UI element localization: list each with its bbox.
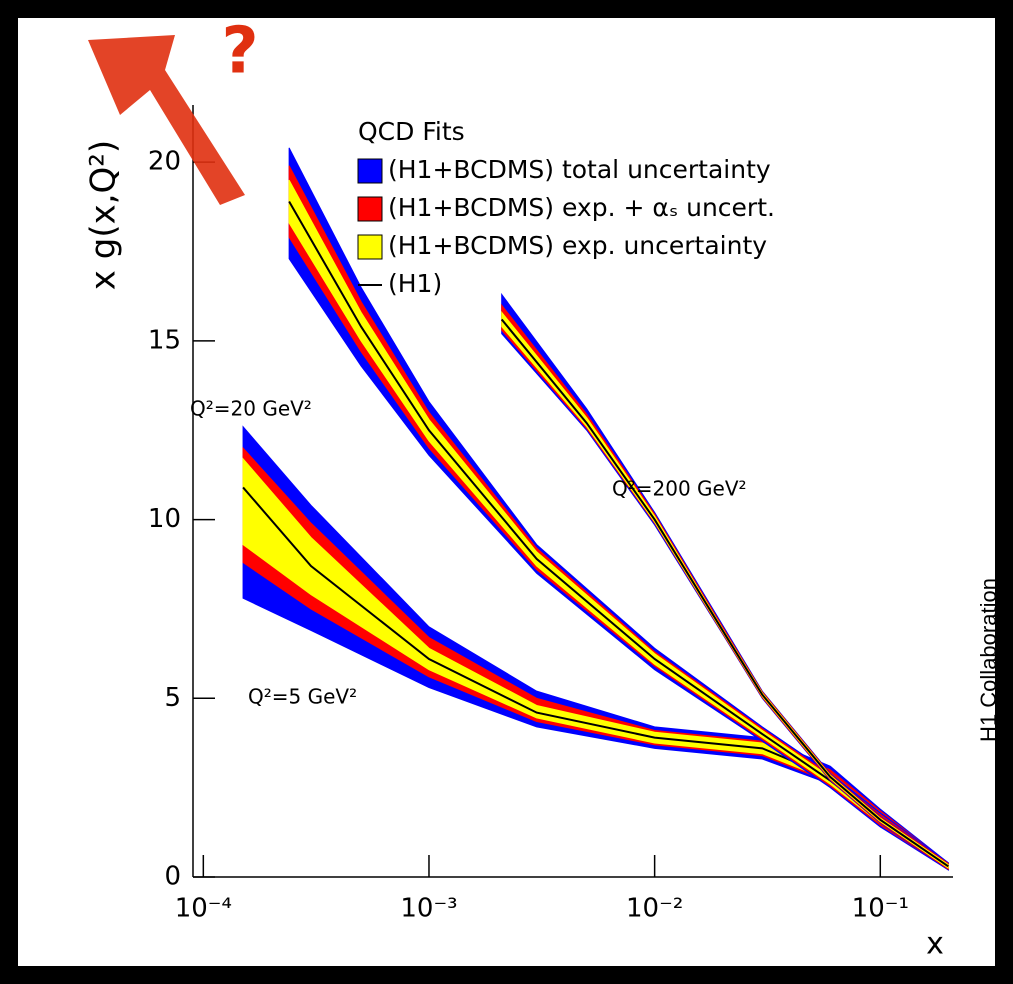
x-tick-label: 10⁻⁴ xyxy=(175,894,232,924)
arrow xyxy=(88,35,245,205)
y-tick-label: 20 xyxy=(148,147,181,177)
central-line xyxy=(500,318,949,868)
curve-label: Q²=200 GeV² xyxy=(612,477,747,501)
y-axis-label: x g(x,Q²) xyxy=(84,140,124,290)
y-tick-label: 0 xyxy=(164,862,181,892)
background xyxy=(18,18,995,966)
uncertainty-band xyxy=(501,310,949,870)
curve-label: Q²=20 GeV² xyxy=(190,397,312,421)
legend-entry: (H1) xyxy=(388,269,442,298)
y-tick-label: 15 xyxy=(148,325,181,355)
side-text: H1 Collaboration xyxy=(976,578,1001,742)
legend-swatch xyxy=(357,158,383,184)
legend-swatch xyxy=(357,234,383,260)
annotation-mark: ? xyxy=(221,15,258,89)
uncertainty-band xyxy=(501,292,949,871)
x-tick-label: 10⁻³ xyxy=(400,894,457,924)
x-tick-label: 10⁻² xyxy=(626,894,683,924)
legend-entry: (H1+BCDMS) exp. + αₛ uncert. xyxy=(388,193,775,222)
y-tick-label: 10 xyxy=(148,504,181,534)
y-tick-label: 5 xyxy=(164,683,181,713)
x-tick-label: 10⁻¹ xyxy=(852,894,909,924)
legend-title: QCD Fits xyxy=(358,117,465,146)
legend-swatch xyxy=(357,196,383,222)
x-axis-label: x xyxy=(926,927,944,962)
legend-entry: (H1+BCDMS) total uncertainty xyxy=(388,155,771,184)
legend-entry: (H1+BCDMS) exp. uncertainty xyxy=(388,231,767,260)
uncertainty-band xyxy=(501,303,949,871)
curve-label: Q²=5 GeV² xyxy=(248,685,357,709)
